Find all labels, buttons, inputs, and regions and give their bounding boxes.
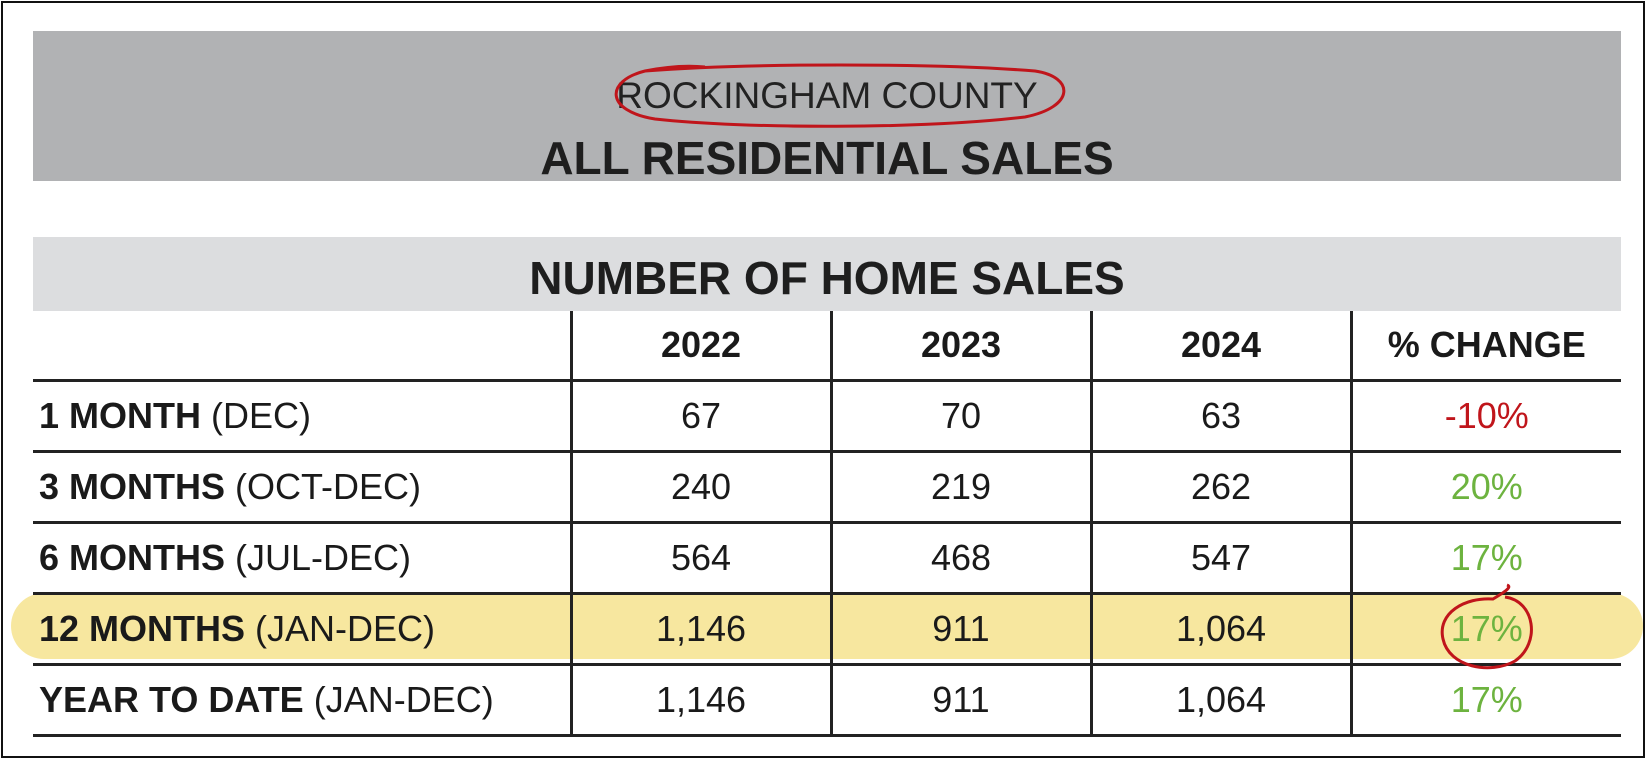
- row-label: YEAR TO DATE (JAN-DEC): [33, 664, 571, 737]
- row-label-period: (OCT-DEC): [225, 466, 421, 507]
- row-label-main: 1 MONTH: [39, 395, 201, 436]
- row-label: 3 MONTHS (OCT-DEC): [33, 451, 571, 524]
- cell-change: -10%: [1349, 380, 1621, 453]
- row-label-period: (DEC): [201, 395, 311, 436]
- row-label: 1 MONTH (DEC): [33, 380, 571, 453]
- table-title: NUMBER OF HOME SALES: [529, 252, 1125, 304]
- cell-2024: 547: [1089, 522, 1351, 595]
- cell-change: 17%: [1349, 664, 1621, 737]
- column-header-2024: 2024: [1089, 311, 1351, 382]
- table-row: YEAR TO DATE (JAN-DEC) 1,146 911 1,064 1…: [33, 664, 1621, 737]
- column-header-2023: 2023: [829, 311, 1091, 382]
- sales-table: 2022 2023 2024 % CHANGE 1 MONTH (DEC) 67…: [33, 311, 1621, 737]
- row-label: 6 MONTHS (JUL-DEC): [33, 522, 571, 595]
- cell-2024: 1,064: [1089, 593, 1351, 666]
- row-label-main: 12 MONTHS: [39, 608, 246, 649]
- cell-2022: 564: [569, 522, 831, 595]
- table-row: 6 MONTHS (JUL-DEC) 564 468 547 17%: [33, 522, 1621, 595]
- table-title-band: NUMBER OF HOME SALES: [33, 237, 1621, 311]
- column-header-change: % CHANGE: [1349, 311, 1621, 382]
- cell-change: 17%: [1349, 522, 1621, 595]
- cell-change: 20%: [1349, 451, 1621, 524]
- cell-2023: 468: [829, 522, 1091, 595]
- cell-change: 17%: [1349, 593, 1621, 666]
- cell-2023: 219: [829, 451, 1091, 524]
- cell-2022: 240: [569, 451, 831, 524]
- cell-2023: 911: [829, 664, 1091, 737]
- cell-2022: 1,146: [569, 593, 831, 666]
- header-row: 2022 2023 2024 % CHANGE: [33, 311, 1621, 382]
- row-label-period: (JAN-DEC): [245, 608, 436, 649]
- table-row: 1 MONTH (DEC) 67 70 63 -10%: [33, 380, 1621, 453]
- row-label: 12 MONTHS (JAN-DEC): [33, 593, 571, 666]
- cell-2023: 70: [829, 380, 1091, 453]
- column-header-label: [33, 311, 571, 382]
- row-label-period: (JAN-DEC): [303, 679, 494, 720]
- report-subtitle: ALL RESIDENTIAL SALES: [540, 132, 1114, 184]
- table-row: 3 MONTHS (OCT-DEC) 240 219 262 20%: [33, 451, 1621, 524]
- cell-2023: 911: [829, 593, 1091, 666]
- table-row-highlighted: 12 MONTHS (JAN-DEC) 1,146 911 1,064 17%: [33, 593, 1621, 666]
- column-header-2022: 2022: [569, 311, 831, 382]
- cell-2024: 262: [1089, 451, 1351, 524]
- row-label-main: YEAR TO DATE: [39, 679, 304, 720]
- row-label-period: (JUL-DEC): [225, 537, 412, 578]
- change-annotation-circle: [1440, 583, 1533, 670]
- row-label-main: 6 MONTHS: [39, 537, 226, 578]
- cell-2024: 63: [1089, 380, 1351, 453]
- header-band: ROCKINGHAM COUNTY ALL RESIDENTIAL SALES: [33, 31, 1621, 184]
- row-label-main: 3 MONTHS: [39, 466, 226, 507]
- cell-2024: 1,064: [1089, 664, 1351, 737]
- county-annotation-circle: [614, 63, 1066, 128]
- cell-2022: 67: [569, 380, 831, 453]
- county-title: ROCKINGHAM COUNTY: [616, 75, 1038, 116]
- cell-2022: 1,146: [569, 664, 831, 737]
